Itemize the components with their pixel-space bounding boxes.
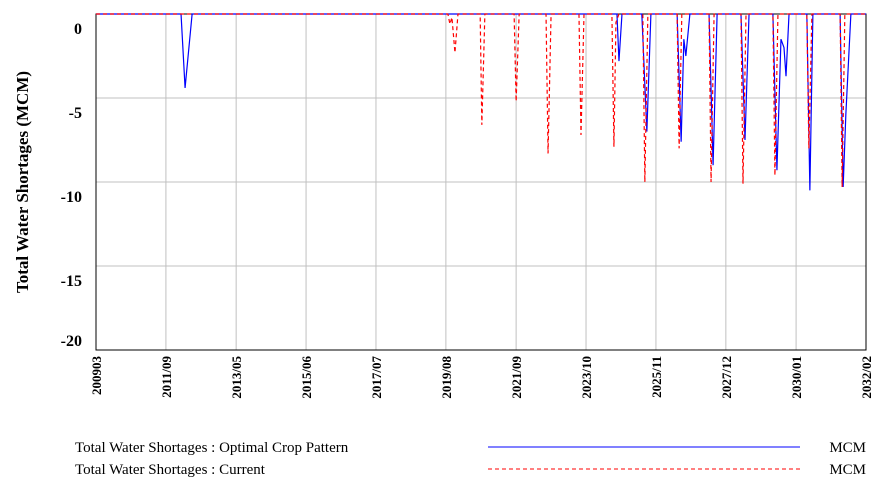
y-tick-label: -5 bbox=[69, 105, 82, 122]
x-tick-label: 2017/07 bbox=[369, 356, 384, 399]
x-tick-label: 2027/12 bbox=[719, 356, 734, 399]
x-tick-label: 2011/09 bbox=[159, 356, 174, 398]
x-tick-label: 2030/01 bbox=[789, 356, 804, 399]
y-tick-label: -15 bbox=[61, 273, 82, 290]
data-line bbox=[96, 13, 866, 188]
y-tick-label: -10 bbox=[61, 189, 82, 206]
x-tick-label: 200903 bbox=[89, 356, 104, 396]
x-tick-label: 2015/06 bbox=[299, 356, 314, 399]
y-axis-label: Total Water Shortages (MCM) bbox=[13, 71, 32, 293]
y-tick-label: 0 bbox=[74, 21, 82, 38]
x-tick-label: 2023/10 bbox=[579, 356, 594, 399]
x-tick-label: 2021/09 bbox=[509, 356, 524, 399]
legend-label: Total Water Shortages : Optimal Crop Pat… bbox=[75, 440, 349, 456]
legend-unit: MCM bbox=[829, 462, 866, 478]
legend-unit: MCM bbox=[829, 440, 866, 456]
x-tick-label: 2019/08 bbox=[439, 356, 454, 399]
legend-label: Total Water Shortages : Current bbox=[75, 462, 266, 478]
x-tick-label: 2025/11 bbox=[649, 356, 664, 398]
x-tick-label: 2032/02 bbox=[859, 356, 871, 399]
x-tick-label: 2013/05 bbox=[229, 356, 244, 399]
data-line bbox=[96, 13, 866, 191]
y-tick-label: -20 bbox=[61, 333, 82, 350]
